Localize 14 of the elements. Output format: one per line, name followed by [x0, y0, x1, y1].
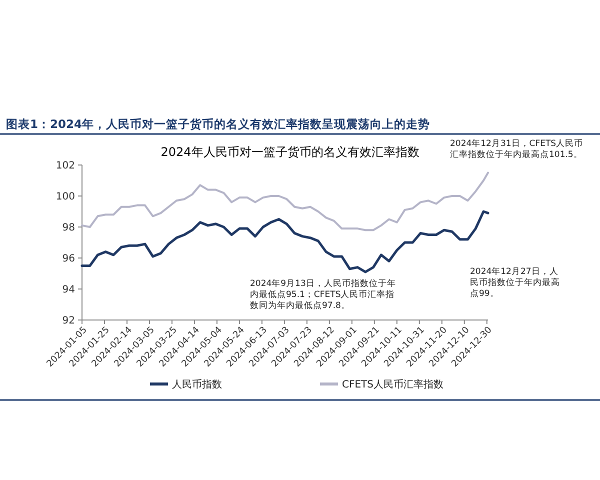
y-tick-label: 100	[56, 192, 75, 202]
line-series	[81, 172, 489, 232]
legend-label: CFETS人民币汇率指数	[342, 378, 444, 390]
y-tick-label: 102	[56, 160, 75, 172]
y-tick-label: 96	[62, 254, 75, 264]
text: 2024年12月31日，CFETS人民币汇率指数位于年内最高点101.5。	[450, 138, 584, 160]
chart-subtitle: 2024年人民币对一篮子货币的名义有效汇率指数	[160, 145, 420, 159]
chart-title: 图表1：2024年，人民币对一篮子货币的名义有效汇率指数呈现震荡向上的走势	[6, 117, 430, 131]
annotation: 2024年12月27日，人民币指数位于年内最高点99。	[470, 266, 560, 299]
annotation: 2024年9月13日，人民币指数位于年内最低点95.1；CFETS人民币汇率指数同为年内最低点97.8。	[250, 278, 396, 311]
y-tick-label: 98	[62, 222, 75, 234]
y-tick-label: 92	[62, 316, 75, 326]
y-tick-label: 94	[62, 284, 75, 296]
legend-label: 人民币指数	[172, 378, 222, 390]
